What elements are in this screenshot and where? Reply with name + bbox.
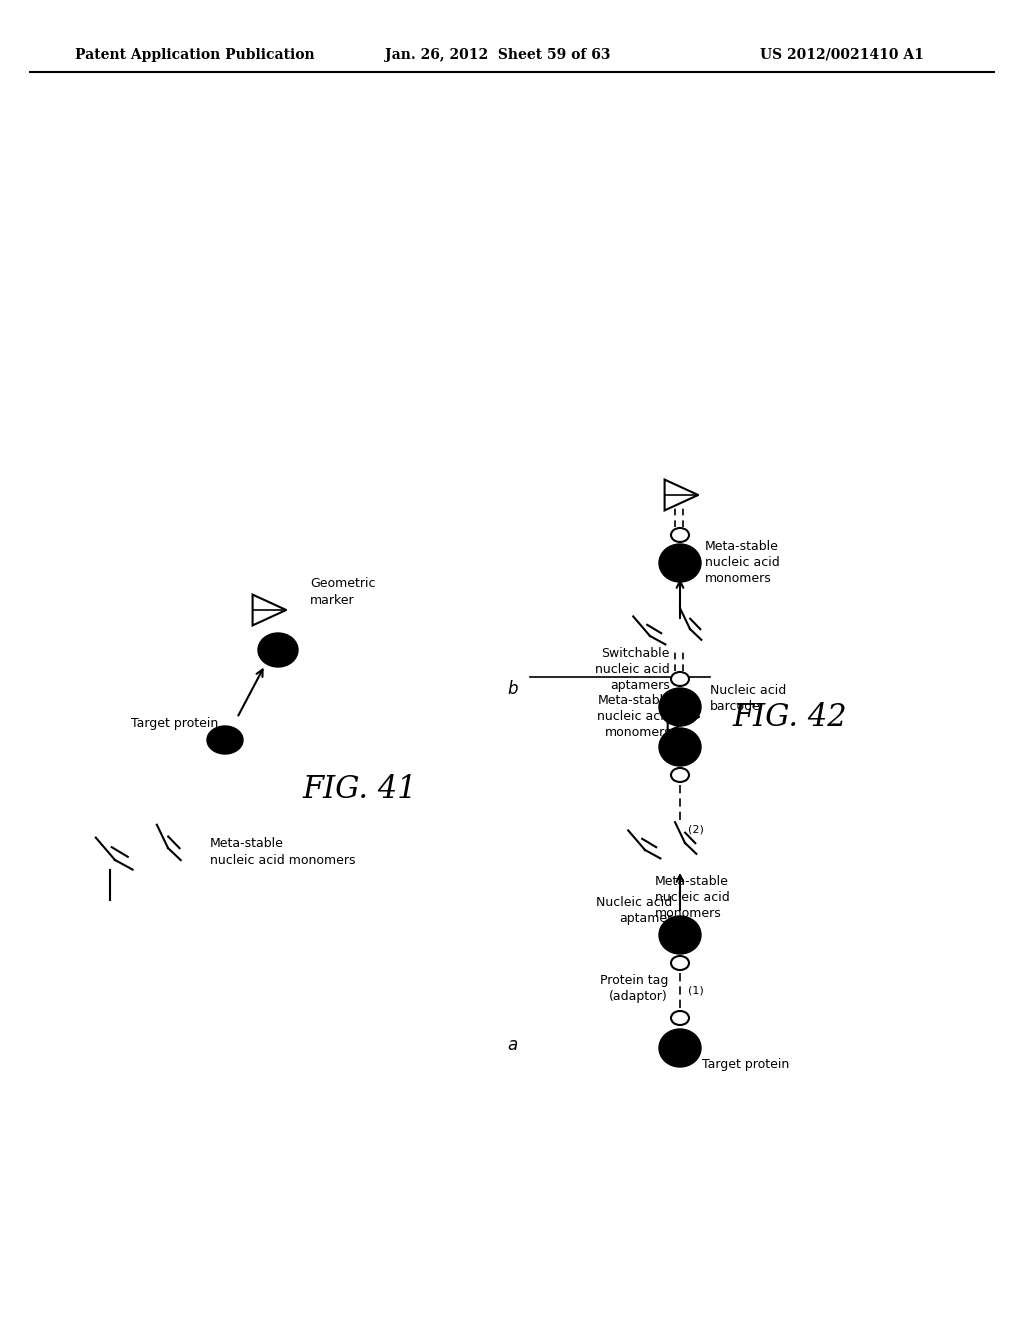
Text: Protein tag
(adaptor): Protein tag (adaptor): [600, 974, 668, 1003]
Ellipse shape: [671, 956, 689, 970]
Text: Meta-stable
nucleic acid
monomers: Meta-stable nucleic acid monomers: [597, 694, 672, 739]
Ellipse shape: [671, 672, 689, 686]
Text: (2): (2): [688, 825, 703, 836]
Text: Meta-stable
nucleic acid
monomers: Meta-stable nucleic acid monomers: [655, 875, 730, 920]
Ellipse shape: [659, 916, 701, 954]
Text: b: b: [507, 680, 517, 698]
Text: Nucleic acid
barcode: Nucleic acid barcode: [710, 685, 786, 714]
Text: FIG. 42: FIG. 42: [733, 701, 847, 733]
Text: Target protein: Target protein: [702, 1059, 790, 1071]
Ellipse shape: [659, 544, 701, 582]
Text: Jan. 26, 2012  Sheet 59 of 63: Jan. 26, 2012 Sheet 59 of 63: [385, 48, 610, 62]
Text: Geometric
marker: Geometric marker: [310, 577, 376, 607]
Ellipse shape: [659, 688, 701, 726]
Ellipse shape: [207, 726, 243, 754]
Text: Meta-stable
nucleic acid
monomers: Meta-stable nucleic acid monomers: [705, 540, 779, 586]
Text: a: a: [507, 1036, 517, 1053]
Text: Meta-stable
nucleic acid monomers: Meta-stable nucleic acid monomers: [210, 837, 355, 867]
Ellipse shape: [659, 729, 701, 766]
Text: Patent Application Publication: Patent Application Publication: [75, 48, 314, 62]
Ellipse shape: [258, 634, 298, 667]
Text: Nucleic acid
aptamer: Nucleic acid aptamer: [596, 896, 672, 925]
Text: US 2012/0021410 A1: US 2012/0021410 A1: [760, 48, 924, 62]
Text: Target protein: Target protein: [131, 717, 219, 730]
Text: (1): (1): [688, 986, 703, 995]
Ellipse shape: [659, 1030, 701, 1067]
Ellipse shape: [671, 768, 689, 781]
Ellipse shape: [671, 1011, 689, 1026]
Text: FIG. 41: FIG. 41: [303, 775, 418, 805]
Ellipse shape: [671, 528, 689, 543]
Text: Switchable
nucleic acid
aptamers: Switchable nucleic acid aptamers: [595, 647, 670, 692]
